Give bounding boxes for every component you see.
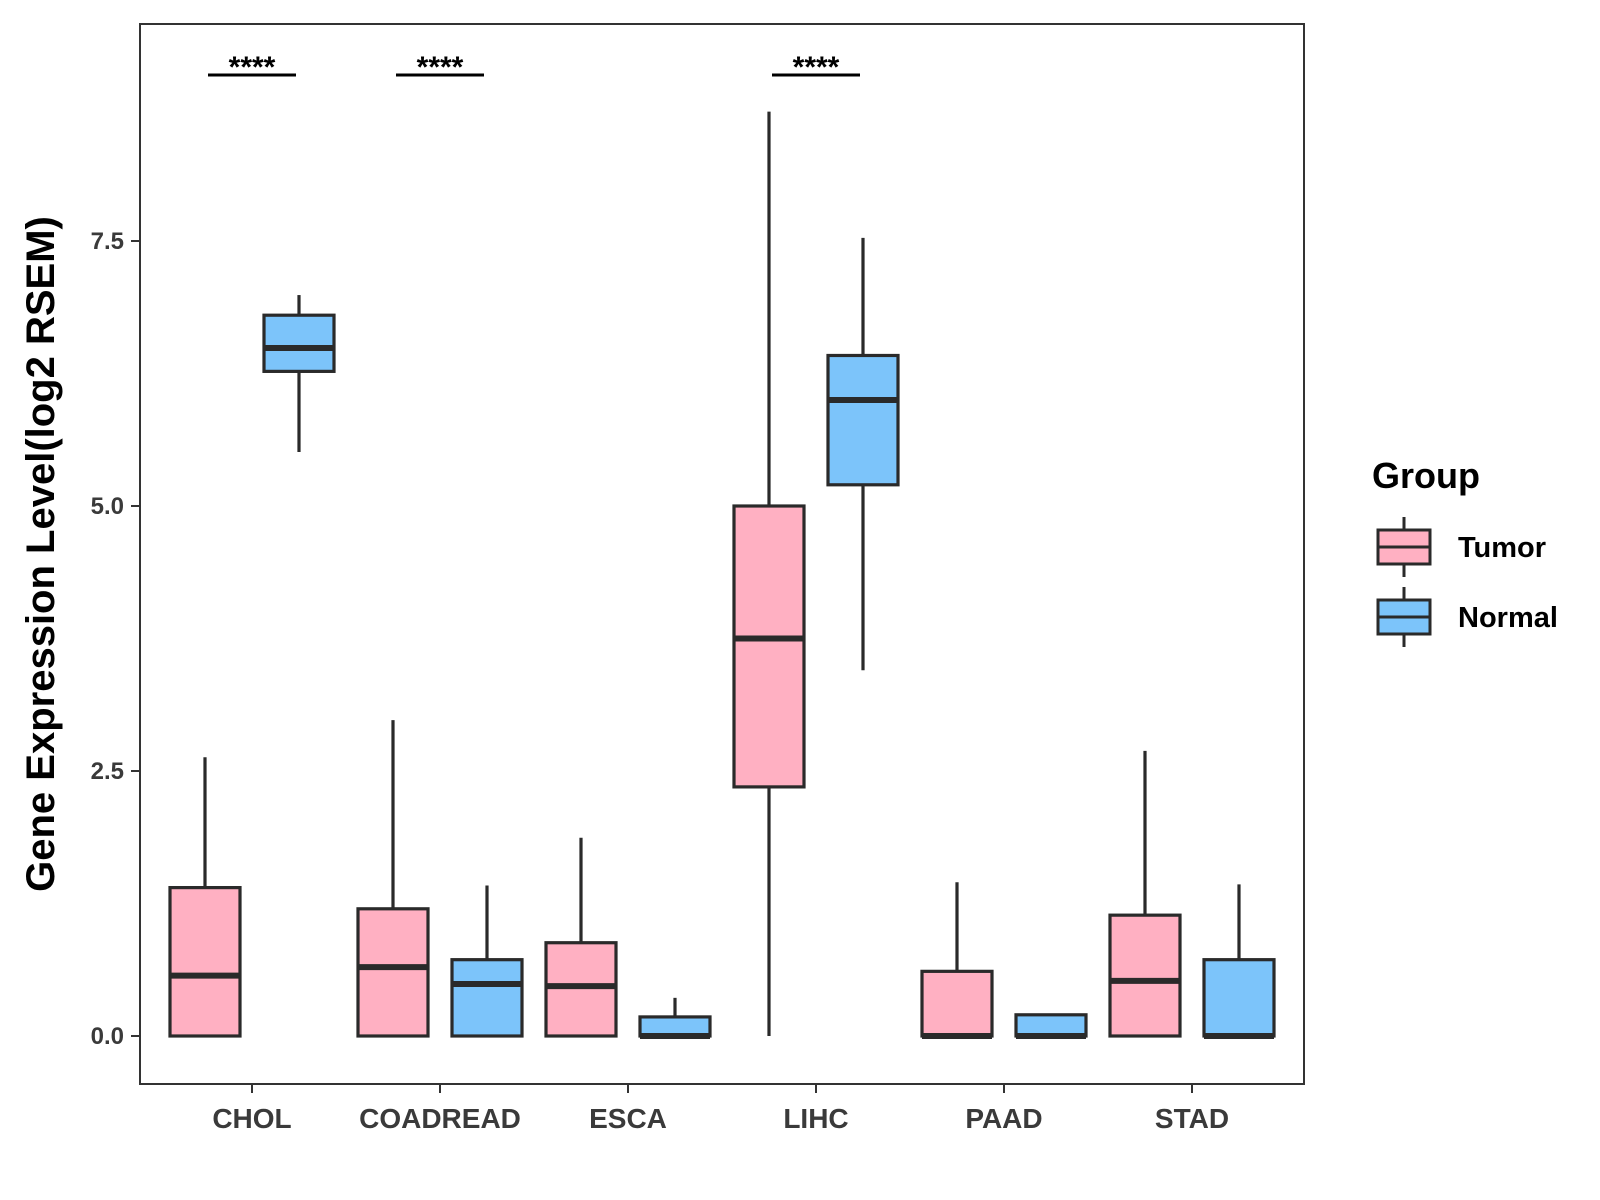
x-tick-label: LIHC <box>783 1103 848 1134</box>
box-rect <box>1108 913 1182 1038</box>
box-normal-lihc <box>826 237 900 671</box>
plot-panel-border <box>139 23 1305 1085</box>
significance-label: **** <box>793 51 840 84</box>
x-tick-label: STAD <box>1155 1103 1229 1134</box>
box-normal-chol <box>262 295 336 452</box>
box-rect <box>168 885 242 1038</box>
x-tick-label: CHOL <box>212 1103 291 1134</box>
box-rect <box>262 313 336 373</box>
significance-label: **** <box>229 51 276 84</box>
box-rect <box>1014 1013 1088 1038</box>
box-tumor-stad <box>1108 750 1182 1038</box>
legend-item-normal: Normal <box>1376 587 1558 647</box>
significance-label: **** <box>417 51 464 84</box>
y-tick-label: 7.5 <box>91 228 124 255</box>
legend-label: Tumor <box>1458 532 1546 564</box>
box-rect <box>356 907 430 1038</box>
x-tick-label: ESCA <box>589 1103 667 1134</box>
legend-label: Normal <box>1458 602 1558 634</box>
y-tick-label: 2.5 <box>91 758 124 785</box>
box-rect <box>1202 958 1276 1038</box>
box-normal-coadread <box>450 885 524 1038</box>
box-rect <box>920 969 994 1038</box>
box-normal-stad <box>1202 884 1276 1039</box>
box-normal-paad <box>1014 1013 1088 1039</box>
legend: Group Tumor Normal <box>1372 455 1558 647</box>
x-tick-label: PAAD <box>965 1103 1042 1134</box>
box-tumor-coadread <box>356 720 430 1038</box>
y-tick-label: 0.0 <box>91 1023 124 1050</box>
box-rect <box>544 941 618 1038</box>
axes: 0.0 2.5 5.0 7.5 CHOL COADREAD ESCA LIHC PAAD STAD <box>91 228 1229 1134</box>
plot-area: **** **** **** <box>168 51 1276 1039</box>
y-tick-label: 5.0 <box>91 493 124 520</box>
y-axis-title: Gene Expression Level(log2 RSEM) <box>19 216 63 892</box>
box-tumor-chol <box>168 757 242 1038</box>
box-tumor-paad <box>920 882 994 1039</box>
box-rect <box>732 504 806 789</box>
box-normal-esca <box>638 997 712 1039</box>
box-rect <box>826 353 900 487</box>
box-tumor-lihc <box>732 111 806 1036</box>
legend-item-tumor: Tumor <box>1376 517 1546 577</box>
box-rect <box>450 958 524 1038</box>
x-tick-label: COADREAD <box>359 1103 521 1134</box>
legend-title: Group <box>1372 455 1480 496</box>
box-tumor-esca <box>544 837 618 1038</box>
